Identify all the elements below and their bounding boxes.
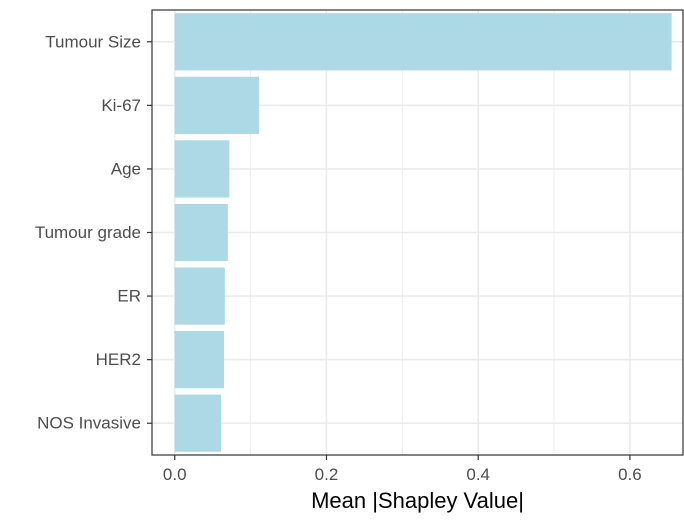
x-tick-label: 0.6: [618, 465, 642, 484]
y-tick-label: Age: [111, 159, 141, 178]
bar: [174, 203, 228, 262]
x-tick-label: 0.2: [315, 465, 339, 484]
bar: [174, 267, 225, 325]
grid-lines: [152, 10, 683, 455]
bar: [174, 394, 222, 452]
x-tick-label: 0.4: [466, 465, 490, 484]
bar: [174, 13, 672, 71]
y-tick-label: HER2: [96, 350, 141, 369]
y-tick-label: NOS Invasive: [37, 414, 141, 433]
y-tick-label: ER: [117, 287, 141, 306]
y-tick-label: Tumour grade: [35, 223, 141, 242]
x-tick-label: 0.0: [163, 465, 187, 484]
x-axis: 0.0 0.2 0.4 0.6: [163, 455, 642, 484]
y-axis: Tumour Size Ki-67 Age Tumour grade ER HER2 NOS…: [35, 32, 152, 433]
bar: [174, 140, 230, 198]
bar: [174, 331, 225, 389]
bar: [174, 76, 259, 134]
y-tick-label: Tumour Size: [45, 32, 141, 51]
bars: [174, 13, 672, 452]
y-tick-label: Ki-67: [101, 96, 141, 115]
x-axis-title: Mean |Shapley Value|: [311, 488, 524, 513]
